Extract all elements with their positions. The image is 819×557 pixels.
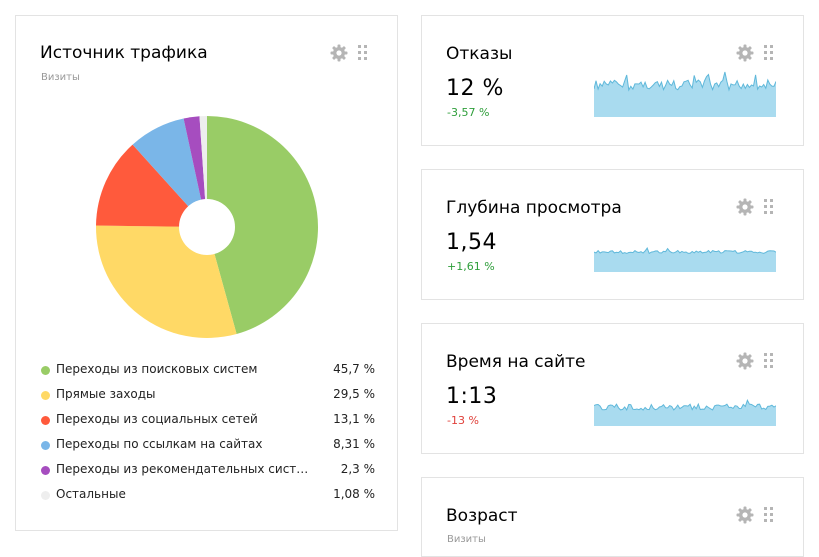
legend-label: Переходы по ссылкам на сайтах [56, 437, 263, 451]
age-widget: Возраст Визиты [421, 477, 804, 557]
gear-icon[interactable] [736, 44, 754, 62]
legend-color-dot [41, 466, 50, 475]
sparkline-area [594, 72, 776, 117]
legend-color-dot [41, 491, 50, 500]
legend-item[interactable]: Прямые заходы 29,5 % [41, 386, 375, 411]
legend-percent: 1,08 % [333, 487, 375, 501]
pie-slice-1[interactable] [207, 116, 319, 334]
metric-delta: +1,61 % [447, 260, 495, 273]
metric-widget-bounces: Отказы 12 % -3,57 % [421, 15, 804, 146]
legend-item[interactable]: Переходы по ссылкам на сайтах 8,31 % [41, 436, 375, 461]
legend-item[interactable]: Переходы из рекомендательных сист… 2,3 % [41, 461, 375, 486]
legend-label: Переходы из поисковых систем [56, 362, 258, 376]
legend-label: Прямые заходы [56, 387, 156, 401]
metric-value: 1:13 [446, 384, 498, 409]
metric-widget-time: Время на сайте 1:13 -13 % [421, 323, 804, 454]
widget-controls [736, 506, 774, 524]
traffic-source-widget: Источник трафика Визиты Переходы из поис… [15, 15, 398, 531]
widget-controls [330, 44, 368, 62]
gear-icon[interactable] [736, 352, 754, 370]
sparkline-area [594, 400, 776, 426]
metric-delta: -3,57 % [447, 106, 490, 119]
legend-item[interactable]: Переходы из поисковых систем 45,7 % [41, 361, 375, 386]
gear-icon[interactable] [330, 44, 348, 62]
legend-label: Переходы из рекомендательных сист… [56, 462, 309, 476]
widget-subtitle: Визиты [41, 72, 80, 83]
legend-label: Переходы из социальных сетей [56, 412, 258, 426]
legend-percent: 29,5 % [333, 387, 375, 401]
gear-icon[interactable] [736, 198, 754, 216]
legend-percent: 8,31 % [333, 437, 375, 451]
drag-handle-icon[interactable] [764, 199, 774, 215]
legend-item[interactable]: Остальные 1,08 % [41, 486, 375, 511]
sparkline-line [594, 247, 776, 255]
widget-title: Отказы [446, 44, 513, 64]
legend-label: Остальные [56, 487, 126, 501]
widget-title: Глубина просмотра [446, 198, 622, 218]
widget-title: Возраст [446, 506, 518, 526]
widget-subtitle: Визиты [447, 534, 486, 545]
pie-slice-4[interactable] [132, 118, 207, 227]
sparkline-chart [594, 71, 776, 117]
drag-handle-icon[interactable] [764, 507, 774, 523]
metric-value: 12 % [446, 76, 504, 101]
widget-controls [736, 352, 774, 370]
sparkline-line [594, 399, 776, 411]
traffic-pie-chart [96, 116, 319, 338]
gear-icon[interactable] [736, 506, 754, 524]
legend-percent: 45,7 % [333, 362, 375, 376]
legend-color-dot [41, 416, 50, 425]
metric-delta: -13 % [447, 414, 479, 427]
widget-controls [736, 198, 774, 216]
widget-title: Время на сайте [446, 352, 586, 372]
sparkline-line [594, 71, 776, 92]
legend-item[interactable]: Переходы из социальных сетей 13,1 % [41, 411, 375, 436]
chart-legend: Переходы из поисковых систем 45,7 % Прямые… [41, 361, 375, 511]
widget-controls [736, 44, 774, 62]
legend-percent: 2,3 % [340, 462, 375, 476]
drag-handle-icon[interactable] [764, 45, 774, 61]
metric-widget-depth: Глубина просмотра 1,54 +1,61 % [421, 169, 804, 300]
pie-slice-5[interactable] [183, 116, 207, 227]
metric-value: 1,54 [446, 230, 497, 255]
drag-handle-icon[interactable] [358, 45, 368, 61]
legend-color-dot [41, 391, 50, 400]
legend-color-dot [41, 366, 50, 375]
drag-handle-icon[interactable] [764, 353, 774, 369]
sparkline-chart [594, 247, 776, 272]
legend-color-dot [41, 441, 50, 450]
legend-percent: 13,1 % [333, 412, 375, 426]
pie-slice-3[interactable] [96, 144, 207, 227]
donut-hole [179, 199, 235, 255]
sparkline-chart [594, 399, 776, 426]
widget-title: Источник трафика [40, 43, 208, 63]
sparkline-area [594, 248, 776, 272]
